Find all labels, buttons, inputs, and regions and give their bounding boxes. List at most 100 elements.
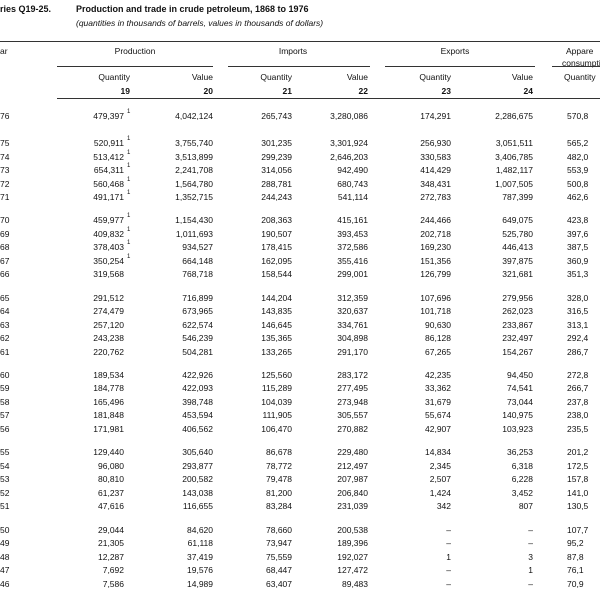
year: 47 xyxy=(0,565,10,575)
cell: 90,630 xyxy=(425,319,451,330)
year: 50 xyxy=(0,524,10,535)
group-head: Production xyxy=(114,46,156,56)
cell: 130,5 xyxy=(567,501,589,512)
cell: 3,301,924 xyxy=(330,138,368,148)
cell: 272,8 xyxy=(567,369,589,380)
footnote-mark: 1 xyxy=(127,136,131,142)
cell: 560,468 xyxy=(93,178,124,189)
footnote-mark: 1 xyxy=(127,240,131,247)
year: 57 xyxy=(0,410,10,421)
cell: 334,761 xyxy=(337,319,368,330)
cell: 272,783 xyxy=(420,192,451,202)
cell: 299,001 xyxy=(337,269,368,280)
cell: 33,362 xyxy=(425,383,451,394)
year: 55 xyxy=(0,447,10,458)
cell: 1,424 xyxy=(429,487,451,498)
cell: 189,534 xyxy=(93,369,124,380)
cell: 206,840 xyxy=(337,487,368,498)
cell: 342 xyxy=(436,501,451,512)
cell: 680,743 xyxy=(337,178,368,189)
cell: 3,280,086 xyxy=(330,111,368,121)
year: 46 xyxy=(0,578,10,589)
year: 62 xyxy=(0,333,10,344)
footnote-mark: 1 xyxy=(127,253,131,260)
series-label: ries Q19-25. xyxy=(0,4,52,14)
cell: 104,039 xyxy=(261,396,292,407)
cell: 171,981 xyxy=(93,423,124,434)
cell: 482,0 xyxy=(567,151,589,162)
cell: 116,655 xyxy=(182,501,213,512)
cell: 47,616 xyxy=(98,501,124,512)
cell: 133,265 xyxy=(261,346,292,357)
group-head: Exports xyxy=(440,46,470,56)
cell: 140,975 xyxy=(502,410,533,421)
cell: 398,748 xyxy=(182,396,213,407)
cell: 126,799 xyxy=(420,269,451,280)
cell: – xyxy=(528,578,533,589)
cell: 157,8 xyxy=(567,474,589,485)
cell: 89,483 xyxy=(342,578,368,589)
year: 75 xyxy=(0,138,10,148)
cell: 314,056 xyxy=(261,165,292,175)
cell: 3,513,899 xyxy=(175,151,213,162)
cell: 86,678 xyxy=(266,447,292,458)
cell: 238,0 xyxy=(567,410,589,421)
cell: 378,403 xyxy=(93,242,124,253)
cell: 3,452 xyxy=(511,487,533,498)
cell: – xyxy=(446,538,451,548)
cell: 288,781 xyxy=(261,178,292,189)
column-number: 21 xyxy=(282,86,292,96)
cell: 525,780 xyxy=(502,228,533,239)
year: 58 xyxy=(0,396,10,407)
cell: 2,507 xyxy=(429,474,451,485)
cell: 446,413 xyxy=(502,242,533,253)
cell: 673,965 xyxy=(182,306,213,317)
cell: 283,172 xyxy=(337,369,368,380)
cell: 313,1 xyxy=(567,319,589,330)
cell: 220,762 xyxy=(93,346,124,357)
cell: 78,772 xyxy=(266,460,292,471)
cell: 570,8 xyxy=(567,111,589,121)
cell: 934,527 xyxy=(182,242,213,253)
cell: 414,429 xyxy=(420,165,451,175)
cell: – xyxy=(528,524,533,535)
cell: 103,923 xyxy=(502,423,533,434)
cell: 169,230 xyxy=(420,242,451,253)
cell: 3,406,785 xyxy=(495,151,533,162)
cell: 127,472 xyxy=(337,565,368,575)
cell: 2,646,203 xyxy=(330,151,368,162)
cell: 553,9 xyxy=(567,165,589,175)
subhead: Value xyxy=(511,72,533,82)
cell: 387,5 xyxy=(567,242,589,253)
cell: 1,011,693 xyxy=(175,228,213,239)
cell: 406,562 xyxy=(182,423,213,434)
cell: 74,541 xyxy=(507,383,533,394)
cell: 546,239 xyxy=(182,333,213,344)
rule xyxy=(552,66,600,67)
cell: 500,8 xyxy=(567,178,589,189)
cell: 231,039 xyxy=(337,501,368,512)
cell: 151,356 xyxy=(420,255,451,266)
year: 53 xyxy=(0,474,10,485)
cell: 504,281 xyxy=(182,346,213,357)
cell: 21,305 xyxy=(98,538,124,548)
cell: 351,3 xyxy=(567,269,589,280)
cell: 654,311 xyxy=(93,165,124,175)
cell: 320,637 xyxy=(337,306,368,317)
year: 74 xyxy=(0,151,10,162)
cell: 83,284 xyxy=(266,501,292,512)
cell: 286,7 xyxy=(567,346,589,357)
cell: 125,560 xyxy=(261,369,292,380)
cell: 415,161 xyxy=(337,215,368,226)
cell: 4,042,124 xyxy=(175,111,213,121)
cell: 768,718 xyxy=(182,269,213,280)
column-number: 22 xyxy=(358,86,368,96)
cell: 397,875 xyxy=(502,255,533,266)
cell: 107,696 xyxy=(420,292,451,303)
year: 48 xyxy=(0,551,10,562)
cell: 79,478 xyxy=(266,474,292,485)
subhead: Value xyxy=(191,72,213,82)
cell: 520,911 xyxy=(93,138,124,148)
cell: 293,877 xyxy=(182,460,213,471)
year: 60 xyxy=(0,369,10,380)
